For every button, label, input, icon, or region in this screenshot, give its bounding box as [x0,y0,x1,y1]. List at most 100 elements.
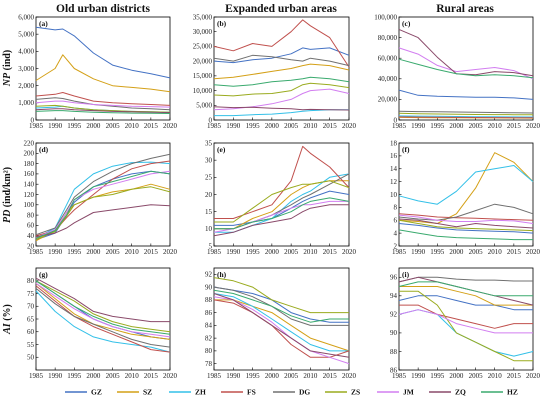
y-tick-label: 4 [394,229,398,237]
series-line-fs [399,304,533,329]
x-tick-label: 2005 [284,248,299,256]
legend-label: HZ [507,388,518,397]
x-tick-label: 2005 [106,122,121,130]
y-tick-label: 2 [394,242,398,250]
series-line-zh [214,109,349,117]
y-tick-label: 3,000 [18,65,34,73]
series-line-zs [35,280,171,333]
x-tick-label: 2020 [342,372,357,380]
x-tick-label: 1985 [29,122,44,130]
series-line-zs [35,186,171,240]
y-tick-label: 35,000 [193,13,213,21]
y-tick-label: 15 [205,208,213,216]
series-line-hz [398,281,533,297]
series-line-zs [399,290,533,362]
y-tick-label: 8 [394,204,398,212]
x-tick-label: 2000 [265,372,280,380]
legend-item-zq: ZQ [429,388,466,397]
series-line-jm [398,309,533,334]
panel-label: (g) [39,270,48,279]
y-tick-label: 160 [24,170,35,178]
y-tick-label: 60 [27,328,35,336]
x-tick-label: 1985 [392,248,407,256]
series-line-dg [35,288,171,348]
y-tick-label: 120 [24,191,35,199]
series-line-hz [214,197,350,230]
series-line-fs [213,19,350,68]
x-tick-label: 1985 [392,372,407,380]
legend-item-gz: GZ [65,388,102,397]
y-tick-label: 40 [27,232,35,240]
x-tick-label: 1985 [207,372,222,380]
y-tick-label: 20 [205,191,213,199]
legend: GZ SZ ZH FS DG ZS JM ZQ HZ [65,388,518,397]
x-tick-label: 1995 [246,248,261,256]
y-tick-label: 10 [390,191,398,199]
series-line-hz [35,280,171,335]
x-tick-label: 1985 [207,248,222,256]
plot-frame [398,16,534,121]
legend-item-dg: DG [273,388,310,397]
panel-i: 86 88 90 92 94 96 1985 1990 1995 2000 2005 2010 2015… [390,267,541,380]
y-tick-label: 82 [205,334,213,342]
column-title-old-urban: Old urban districts [56,3,150,15]
series-line-jm [398,47,534,80]
x-tick-label: 2020 [526,248,541,256]
series-line-dg [213,54,350,67]
series-line-zs [398,112,534,116]
series-line-sz [213,63,350,80]
y-tick-label: 50 [27,354,35,362]
series-line-zh [35,290,171,353]
x-tick-label: 1990 [226,372,241,380]
series-line-hz [213,76,350,87]
x-tick-label: 2000 [86,372,101,380]
legend-label: SZ [143,388,152,397]
y-tick-label: 14 [390,165,398,173]
series-line-zq [398,218,534,229]
x-tick-label: 2000 [265,122,280,130]
x-tick-label: 2005 [284,372,299,380]
x-tick-label: 1995 [246,372,261,380]
row-axis-label-pd: PD (ind/km²) [2,167,13,223]
y-tick-label: 25 [205,174,213,182]
series-line-zq [398,28,534,77]
x-tick-label: 2020 [342,248,357,256]
legend-label: GZ [91,388,102,397]
series-line-hz [398,229,533,241]
x-tick-label: 2005 [469,372,484,380]
x-tick-label: 2015 [323,248,338,256]
series-line-fs [214,145,350,219]
legend-label: DG [299,388,310,397]
x-tick-label: 1990 [411,122,426,130]
legend-label: FS [247,388,256,397]
series-line-zq [213,106,350,111]
y-tick-label: 15,000 [193,72,213,80]
y-tick-label: 5,000 [196,102,212,110]
y-tick-label: 100,000 [374,13,397,21]
y-tick-label: 88 [205,296,213,304]
y-tick-label: 70 [27,303,35,311]
x-tick-label: 2015 [323,372,338,380]
series-line-gz [35,26,171,79]
panel-h: 78 80 82 84 86 88 90 92 1985 1990 1995 2000 2005 2010… [205,267,357,380]
series-line-fs [398,116,534,119]
y-tick-label: 94 [390,292,398,300]
panel-label: (i) [402,270,410,279]
series-line-fs [35,285,171,353]
series-line-dg [35,97,171,111]
x-tick-label: 1990 [411,372,426,380]
series-line-fs [398,213,534,221]
x-tick-label: 2015 [507,248,522,256]
x-tick-label: 2005 [469,122,484,130]
x-tick-label: 2005 [469,248,484,256]
y-tick-label: 80 [27,211,35,219]
series-line-zq [213,293,350,358]
panel-c: 0 20,000 40,000 60,000 80,000 100,000 1985 1990… [374,13,540,130]
y-tick-label: 0 [209,116,213,124]
x-tick-label: 1985 [29,248,44,256]
panel-grid: 0 1,000 2,000 3,000 4,000 5,000 6,000 1985 1990 1… [2,13,541,380]
series-line-zq [35,204,171,238]
series-line-hz [213,289,349,323]
y-tick-label: 80,000 [378,34,398,42]
y-tick-label: 140 [24,181,35,189]
